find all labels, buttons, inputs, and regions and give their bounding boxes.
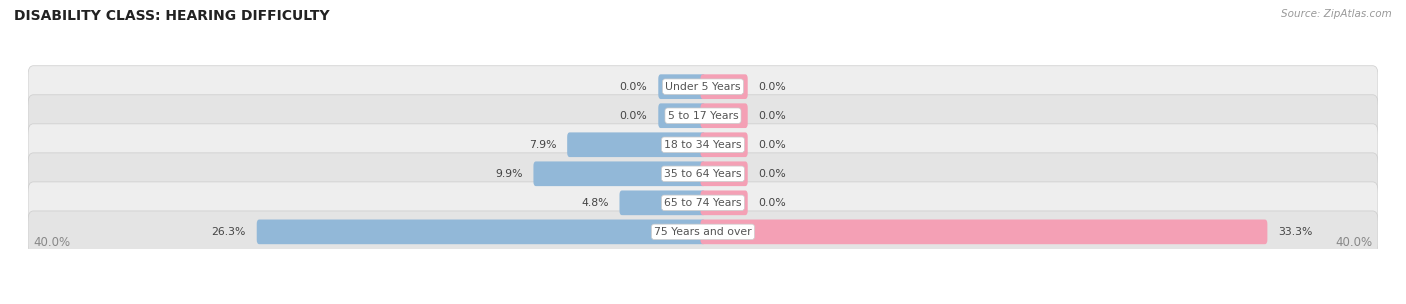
- Text: 26.3%: 26.3%: [211, 227, 246, 237]
- Text: 4.8%: 4.8%: [581, 198, 609, 208]
- FancyBboxPatch shape: [658, 74, 706, 99]
- Text: 0.0%: 0.0%: [620, 111, 647, 121]
- Text: 9.9%: 9.9%: [495, 169, 523, 179]
- Text: 75 Years and over: 75 Years and over: [654, 227, 752, 237]
- Text: 5 to 17 Years: 5 to 17 Years: [668, 111, 738, 121]
- Text: 65 to 74 Years: 65 to 74 Years: [664, 198, 742, 208]
- FancyBboxPatch shape: [28, 211, 1378, 253]
- Text: 7.9%: 7.9%: [529, 140, 557, 150]
- FancyBboxPatch shape: [28, 182, 1378, 224]
- Text: 40.0%: 40.0%: [34, 236, 70, 249]
- FancyBboxPatch shape: [700, 133, 748, 157]
- FancyBboxPatch shape: [28, 66, 1378, 108]
- FancyBboxPatch shape: [700, 191, 748, 215]
- FancyBboxPatch shape: [658, 103, 706, 128]
- FancyBboxPatch shape: [257, 219, 706, 244]
- Text: 0.0%: 0.0%: [759, 111, 786, 121]
- Text: DISABILITY CLASS: HEARING DIFFICULTY: DISABILITY CLASS: HEARING DIFFICULTY: [14, 9, 329, 23]
- FancyBboxPatch shape: [700, 103, 748, 128]
- FancyBboxPatch shape: [28, 124, 1378, 166]
- FancyBboxPatch shape: [700, 74, 748, 99]
- Text: Under 5 Years: Under 5 Years: [665, 82, 741, 92]
- Text: Source: ZipAtlas.com: Source: ZipAtlas.com: [1281, 9, 1392, 19]
- Text: 33.3%: 33.3%: [1278, 227, 1313, 237]
- FancyBboxPatch shape: [620, 191, 706, 215]
- FancyBboxPatch shape: [567, 133, 706, 157]
- FancyBboxPatch shape: [700, 161, 748, 186]
- FancyBboxPatch shape: [533, 161, 706, 186]
- Text: 0.0%: 0.0%: [759, 169, 786, 179]
- Text: 0.0%: 0.0%: [759, 198, 786, 208]
- Text: 0.0%: 0.0%: [620, 82, 647, 92]
- Text: 0.0%: 0.0%: [759, 140, 786, 150]
- Text: 0.0%: 0.0%: [759, 82, 786, 92]
- Text: 18 to 34 Years: 18 to 34 Years: [664, 140, 742, 150]
- FancyBboxPatch shape: [700, 219, 1267, 244]
- Text: 35 to 64 Years: 35 to 64 Years: [664, 169, 742, 179]
- FancyBboxPatch shape: [28, 153, 1378, 195]
- FancyBboxPatch shape: [28, 95, 1378, 136]
- Text: 40.0%: 40.0%: [1336, 236, 1372, 249]
